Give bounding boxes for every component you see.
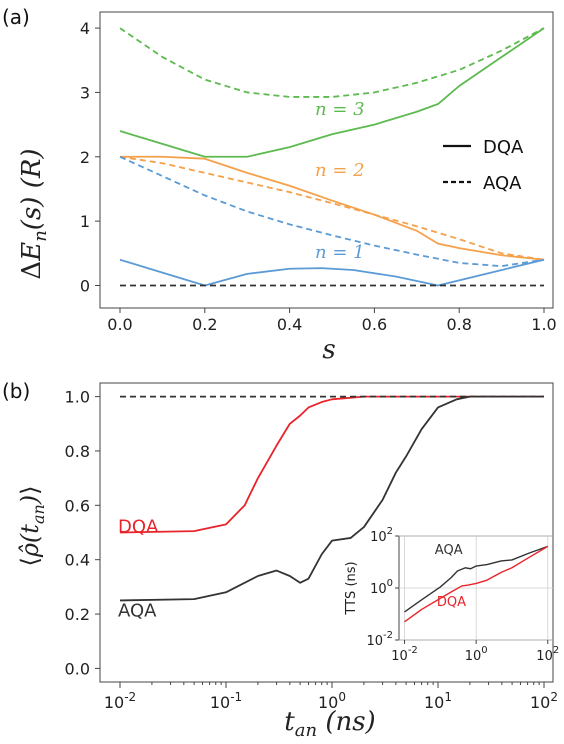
- panel-a-x-tick-label: 0.0: [107, 315, 132, 334]
- panel-a-series-2: [120, 155, 545, 261]
- panel-a-x-tick-label: 0.2: [192, 315, 217, 334]
- inset-x-tick-label: 100: [465, 645, 488, 664]
- inset-plot: 10-2 100 102 10-2 100 102 AQA DQA TTS (ns): [344, 526, 559, 664]
- panel-a-series-3: [119, 155, 545, 261]
- inset-series-0: [404, 545, 549, 613]
- svg-text:tan (ns): tan (ns): [284, 707, 375, 741]
- inset-series-label: AQA: [435, 543, 463, 558]
- panel-a-plot-area: 0.0 0.2 0.4 0.6 0.8 1.0 0 1 2 3 4 n = 3 n = 2 n = 1 DQ…: [80, 11, 557, 334]
- panel-b-label: (b): [2, 379, 30, 403]
- panel-b-series-label: AQA: [118, 601, 157, 622]
- panel-b-series-0: [119, 395, 544, 534]
- panel-b-y-tick-label: 0.2: [65, 605, 90, 624]
- inset-y-tick-label: 100: [370, 578, 393, 597]
- panel-a-y-tick-label: 1: [80, 212, 90, 231]
- panel-a-x-tick-label: 1.0: [531, 315, 556, 334]
- panel-b-y-tick-label: 1.0: [65, 388, 90, 407]
- svg-text:ΔEn(s) (R): ΔEn(s) (R): [17, 148, 51, 279]
- panel-b-series-label: DQA: [118, 516, 159, 537]
- panel-a-annotation: n = 3: [315, 99, 365, 120]
- inset-series-1: [404, 545, 549, 623]
- panel-b-y-axis-label: ⟨ρ̂(tan)⟩: [16, 485, 48, 566]
- panel-b-x-tick-label: 10-1: [210, 690, 242, 712]
- panel-b-plot-area: 10-2 10-1 100 101 102 0.0 0.2 0.4 0.6 0.8 1.0 DQA AQ…: [65, 382, 558, 712]
- panel-a-x-tick-label: 0.8: [446, 315, 471, 334]
- panel-b-x-tick-label: 100: [318, 690, 346, 712]
- panel-a-y-tick-label: 3: [80, 83, 90, 102]
- inset-y-tick-label: 10-2: [366, 630, 393, 649]
- panel-b-x-tick-label: 101: [424, 690, 452, 712]
- inset-x-tick-label: 102: [536, 645, 559, 664]
- panel-a-label: (a): [2, 5, 30, 29]
- panel-a-annotation: n = 1: [315, 242, 365, 263]
- panel-b-y-tick-label: 0.6: [65, 496, 90, 515]
- panel-a-y-tick-label: 4: [80, 19, 90, 38]
- panel-a-x-tick-label: 0.6: [362, 315, 387, 334]
- panel-a-y-tick-label: 2: [80, 148, 90, 167]
- panel-a-series-1: [119, 27, 545, 98]
- panel-b-y-tick-label: 0.8: [65, 442, 90, 461]
- panel-a-frame: [99, 11, 554, 309]
- panel-a-x-axis-label: s: [322, 335, 335, 365]
- panel-a-x-tick-label: 0.4: [277, 315, 302, 334]
- panel-a-series-4: [119, 155, 545, 268]
- inset-y-tick-label: 102: [370, 526, 393, 545]
- inset-series-label: DQA: [437, 595, 466, 610]
- panel-b-frame: [99, 382, 554, 683]
- inset-y-axis-label: TTS (ns): [344, 561, 359, 615]
- panel-b-x-tick-label: 102: [530, 690, 558, 712]
- legend-label: DQA: [483, 137, 524, 158]
- inset-x-tick-label: 10-2: [391, 645, 418, 664]
- panel-a-series-5: [119, 258, 545, 287]
- panel-b-y-tick-label: 0.0: [65, 659, 90, 678]
- panel-b-x-axis-label: tan (ns): [284, 707, 375, 741]
- legend-label: AQA: [483, 173, 522, 194]
- panel-a-legend: DQA AQA: [443, 137, 524, 194]
- panel-b-y-tick-label: 0.4: [65, 551, 90, 570]
- panel-b-x-tick-label: 10-2: [104, 690, 136, 712]
- panel-b: (b) 10-2 10-1 100 101 102 0.0 0.2 0.4 0.6 0.8 1.0 D…: [2, 379, 559, 741]
- panel-b-series-1: [119, 395, 544, 602]
- panel-a-y-axis-label: ΔEn(s) (R): [17, 148, 51, 279]
- panel-a-y-tick-label: 0: [80, 276, 90, 295]
- panel-a-annotation: n = 2: [315, 160, 365, 181]
- panel-a-series-0: [119, 27, 545, 158]
- panel-a: (a) 0.0 0.2 0.4 0.6 0.8 1.0 0 1 2 3 4 n = 3 n = 2 n =…: [2, 5, 557, 365]
- svg-text:⟨ρ̂(tan)⟩: ⟨ρ̂(tan)⟩: [16, 485, 48, 566]
